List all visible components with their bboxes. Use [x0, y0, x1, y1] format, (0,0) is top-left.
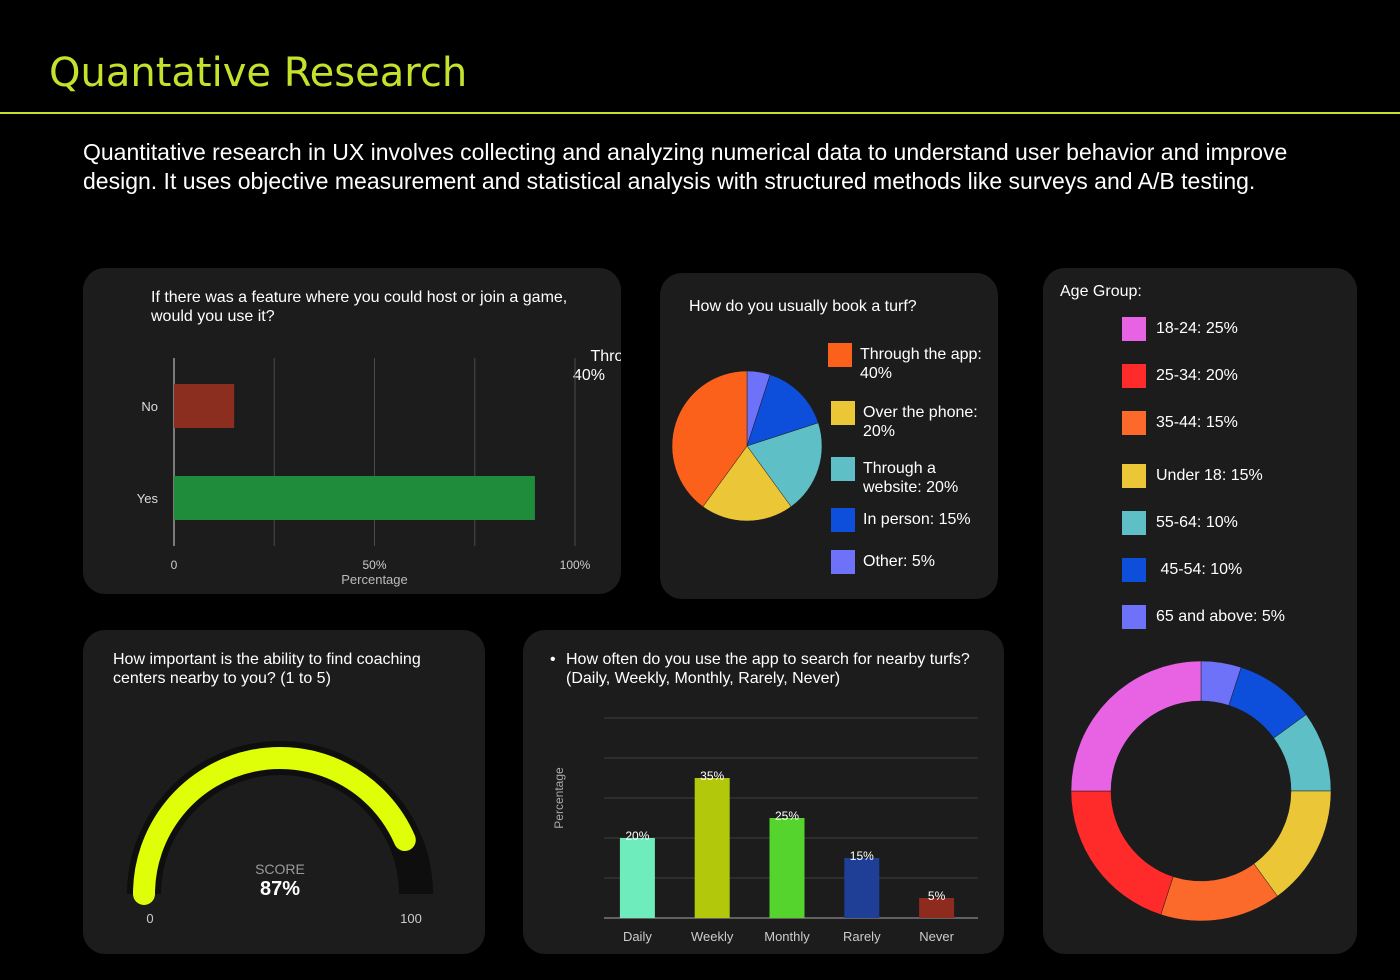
pie-slice: [702, 445, 792, 522]
frequency-chart: 20% Daily 35% Weekly 25% Monthly 15% Rarely 5% Ne…: [552, 717, 978, 944]
frequency-question: How often do you use the app to search f…: [566, 651, 970, 687]
booking-legend-item: Through a website: 20%: [831, 457, 991, 497]
booking-pie: [671, 370, 823, 522]
age-legend-item: 65 and above: 5%: [1122, 605, 1285, 629]
age-legend-item: 35-44: 15%: [1122, 411, 1238, 435]
legend-swatch: [831, 457, 855, 481]
x-tick-label: Never: [919, 929, 954, 944]
legend-label: Over the phone: 20%: [863, 404, 978, 440]
age-legend-item: 18-24: 25%: [1122, 317, 1238, 341]
gauge-min-label: 0: [146, 911, 153, 926]
category-label: Yes: [137, 491, 159, 506]
coaching-card: How important is the ability to find coa…: [83, 630, 485, 954]
legend-label: Through a website: 20%: [863, 460, 959, 496]
bar-monthly: [769, 818, 805, 918]
legend-swatch: [831, 401, 855, 425]
x-tick-label: Rarely: [843, 929, 881, 944]
legend-label: 65 and above: 5%: [1156, 608, 1285, 625]
x-tick-label: 0: [171, 558, 178, 572]
booking-legend-item: In person: 15%: [831, 508, 991, 532]
age-legend-item: Under 18: 15%: [1122, 464, 1263, 488]
booking-legend-item: Over the phone: 20%: [831, 401, 991, 441]
pie-slice: [746, 422, 823, 508]
legend-label: 55-64: 10%: [1156, 514, 1238, 531]
category-label: No: [141, 399, 158, 414]
title-divider: [0, 112, 1400, 114]
bar-rarely: [844, 858, 880, 918]
age-legend-item: 55-64: 10%: [1122, 511, 1238, 535]
gauge-fill: [133, 747, 416, 905]
frequency-card: • How often do you use the app to search…: [523, 630, 1004, 954]
age-legend-item: 45-54: 10%: [1122, 558, 1242, 582]
gauge-label: SCORE: [255, 861, 305, 877]
legend-swatch: [1122, 511, 1146, 535]
y-axis-label: Percentage: [552, 767, 566, 829]
legend-swatch: [1122, 605, 1146, 629]
donut-segment: [1070, 790, 1174, 915]
host-join-chart: No Yes 0 50% 100% Percentage: [137, 358, 591, 587]
frequency-bullet: •: [550, 651, 556, 668]
legend-label: In person: 15%: [863, 511, 971, 528]
booking-legend-item: Other: 5%: [831, 550, 991, 574]
pie-slice: [746, 374, 819, 447]
booking-card: How do you usually book a turf? Through …: [660, 273, 998, 599]
gauge-value: 87%: [260, 878, 300, 900]
annotation-text: Throug 40%: [573, 348, 621, 384]
gauge-max-label: 100: [400, 911, 422, 926]
pie-slice: [671, 370, 748, 508]
legend-label: 45-54: 10%: [1156, 561, 1243, 578]
intro-paragraph: Quantitative research in UX involves col…: [83, 139, 1288, 194]
donut-segment: [1070, 660, 1202, 792]
bar-yes: [174, 476, 535, 520]
legend-swatch: [1122, 558, 1146, 582]
legend-swatch: [1122, 411, 1146, 435]
bar-value-label: 25%: [775, 809, 799, 823]
bar-weekly: [694, 778, 730, 918]
legend-label: 35-44: 15%: [1156, 414, 1238, 431]
host-join-card: If there was a feature where you could h…: [83, 268, 621, 594]
legend-swatch: [1122, 464, 1146, 488]
x-axis-label: Percentage: [341, 572, 408, 587]
x-tick-label: 100%: [560, 558, 591, 572]
booking-legend-item: Through the app: 40%: [828, 343, 988, 383]
x-tick-label: Daily: [623, 929, 652, 944]
x-tick-label: Monthly: [764, 929, 810, 944]
x-tick-label: 50%: [362, 558, 386, 572]
legend-swatch: [828, 343, 852, 367]
bar-value-label: 20%: [625, 829, 649, 843]
x-tick-label: Weekly: [691, 929, 734, 944]
bar-value-label: 15%: [850, 849, 874, 863]
legend-label: 25-34: 20%: [1156, 367, 1238, 384]
host-join-question: If there was a feature where you could h…: [151, 289, 568, 325]
legend-swatch: [1122, 317, 1146, 341]
legend-label: Other: 5%: [863, 553, 936, 570]
bar-daily: [619, 838, 655, 918]
age-legend-item: 25-34: 20%: [1122, 364, 1238, 388]
legend-label: 18-24: 25%: [1156, 320, 1238, 337]
bar-value-label: 35%: [700, 769, 724, 783]
donut-segment: [1160, 863, 1278, 922]
bar-never: [919, 898, 955, 918]
legend-label: Under 18: 15%: [1156, 467, 1263, 484]
age-donut: [1070, 660, 1332, 922]
bar-no: [174, 384, 235, 428]
bar-value-label: 5%: [928, 889, 946, 903]
legend-label: Through the app: 40%: [860, 346, 982, 382]
coaching-question: How important is the ability to find coa…: [113, 651, 421, 687]
age-title: Age Group:: [1060, 283, 1142, 300]
age-card: Age Group: 18-24: 25% 25-34: 20% 35-44: 15…: [1043, 268, 1357, 954]
legend-swatch: [831, 508, 855, 532]
booking-question: How do you usually book a turf?: [689, 298, 917, 315]
page-title: Quantative Research: [49, 50, 468, 96]
host-join-annotation: Throug 40%: [573, 328, 621, 404]
legend-swatch: [1122, 364, 1146, 388]
legend-swatch: [831, 550, 855, 574]
